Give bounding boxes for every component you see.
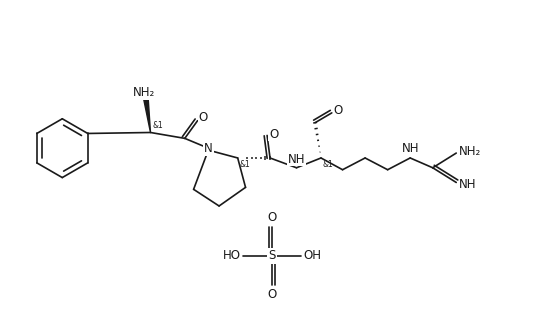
Text: OH: OH [304, 249, 322, 263]
Text: NH: NH [401, 142, 419, 155]
Text: NH: NH [288, 153, 305, 166]
Text: O: O [199, 111, 208, 124]
Text: &1: &1 [240, 160, 250, 169]
Text: O: O [269, 128, 279, 141]
Text: O: O [333, 105, 343, 117]
Polygon shape [143, 96, 151, 132]
Text: N: N [204, 142, 213, 155]
Text: HO: HO [222, 249, 240, 263]
Text: NH₂: NH₂ [459, 145, 481, 158]
Text: &1: &1 [323, 160, 333, 169]
Text: &1: &1 [152, 121, 163, 130]
Text: NH₂: NH₂ [133, 86, 154, 100]
Text: O: O [267, 288, 277, 301]
Text: O: O [267, 211, 277, 223]
Text: S: S [268, 249, 276, 263]
Text: NH: NH [459, 178, 477, 191]
